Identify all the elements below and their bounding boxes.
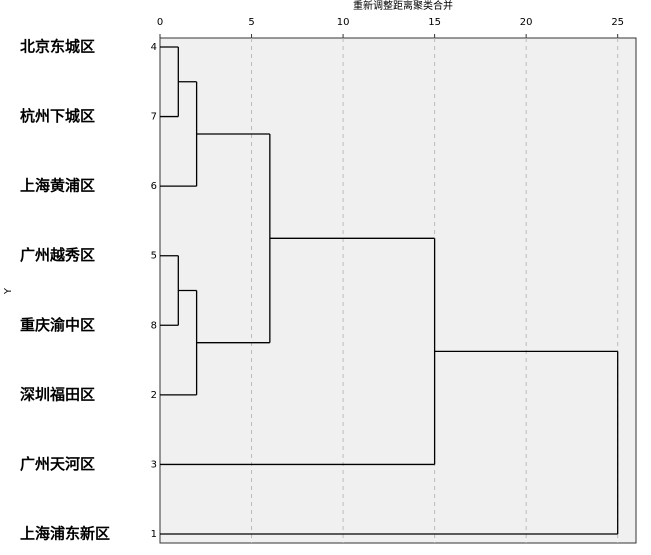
case-number: 8 — [151, 320, 157, 331]
x-tick-label: 15 — [428, 17, 441, 28]
case-number: 2 — [151, 390, 157, 401]
leaf-label: 广州越秀区 — [20, 246, 95, 264]
leaf-label: 北京东城区 — [20, 38, 95, 56]
leaf-label: 广州天河区 — [20, 455, 95, 473]
y-axis-label: Y — [3, 287, 14, 295]
plot-area — [159, 37, 637, 544]
x-axis-label: 重新调整距离聚类合并 — [353, 0, 453, 12]
leaf-label: 上海浦东新区 — [20, 525, 110, 543]
case-number: 5 — [151, 251, 157, 262]
case-number: 3 — [151, 459, 157, 470]
x-tick-label: 20 — [520, 17, 533, 28]
leaf-label: 深圳福田区 — [20, 385, 95, 403]
x-tick-label: 25 — [611, 17, 624, 28]
case-number: 4 — [151, 42, 157, 53]
leaf-label: 重庆渝中区 — [20, 316, 95, 334]
case-number: 7 — [151, 112, 157, 123]
leaf-label: 上海黄浦区 — [20, 177, 95, 195]
x-tick-label: 0 — [157, 17, 163, 28]
x-tick-label: 5 — [248, 17, 254, 28]
case-number: 6 — [151, 181, 157, 192]
case-number: 1 — [151, 529, 157, 540]
x-tick-label: 10 — [337, 17, 350, 28]
leaf-label: 杭州下城区 — [20, 107, 95, 125]
